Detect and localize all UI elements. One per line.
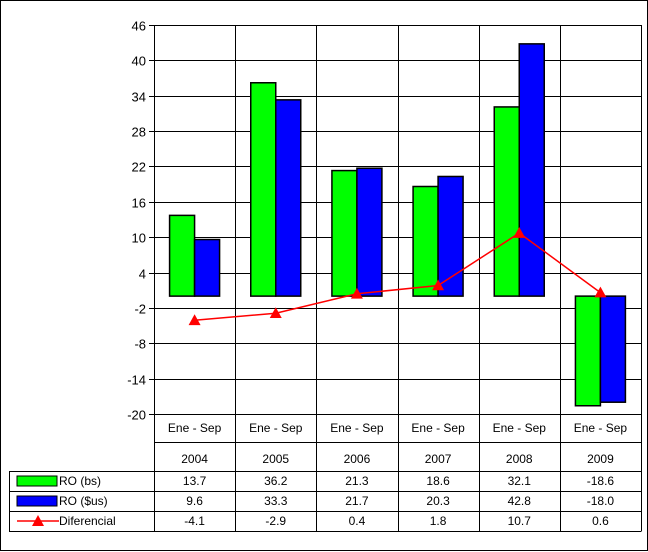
legend-label: RO ($us) [59, 494, 108, 508]
data-label: 21.7 [345, 494, 369, 508]
y-tick-label: -14 [127, 373, 146, 388]
category-year: 2008 [506, 452, 533, 466]
data-label: 21.3 [345, 474, 369, 488]
y-tick-label: 10 [132, 231, 146, 246]
diferencial-point [188, 314, 201, 326]
diferencial-point [350, 287, 363, 299]
y-tick-label: 16 [132, 196, 146, 211]
diferencial-polyline [194, 232, 601, 322]
category-year: 2006 [344, 452, 371, 466]
bar-ro-us- [275, 99, 302, 297]
data-label: -4.1 [184, 514, 205, 528]
data-table: Ene - Sep 2004 Ene - Sep 2005 Ene - Sep 2006 E… [9, 414, 642, 532]
bar-ro-bs- [331, 169, 358, 297]
legend-key-ro-bs- [16, 475, 58, 487]
diferencial-point [432, 279, 445, 291]
category-year: 2004 [181, 452, 208, 466]
category-label: Ene - Sep [411, 421, 465, 435]
data-label: 10.7 [508, 514, 532, 528]
y-tick-label: -2 [134, 302, 146, 317]
data-label: 42.8 [508, 494, 532, 508]
data-label: 9.6 [186, 494, 203, 508]
bar-ro-us- [356, 167, 383, 297]
category-year: 2005 [262, 452, 289, 466]
y-tick-label: 40 [132, 54, 146, 69]
bar-ro-us- [437, 175, 464, 297]
data-label: 32.1 [508, 474, 532, 488]
data-label: -18.6 [587, 474, 615, 488]
data-label: 0.4 [349, 514, 366, 528]
diferencial-point [594, 286, 607, 298]
diferencial-point [269, 307, 282, 319]
data-label: 18.6 [426, 474, 450, 488]
gridlines [154, 25, 642, 415]
axes: 46 40 34 28 22 16 10 4 -2 -8 -14 -20 [127, 19, 642, 423]
bar-ro-bs- [574, 295, 602, 407]
y-tick-label: 28 [132, 125, 146, 140]
y-tick-label: 22 [132, 160, 146, 175]
y-tick-label: 4 [139, 267, 146, 282]
diferencial-point [513, 227, 526, 238]
category-label: Ene - Sep [249, 421, 303, 435]
data-label: 1.8 [430, 514, 447, 528]
y-tick-label: -20 [127, 408, 146, 423]
legend-key-ro-us- [16, 495, 58, 507]
data-label: 33.3 [264, 494, 288, 508]
data-label: -18.0 [587, 494, 615, 508]
data-label: 36.2 [264, 474, 288, 488]
bar-ro-bs- [493, 106, 520, 297]
legend-label: Diferencial [59, 514, 116, 528]
bar-ro-us- [518, 43, 545, 297]
y-tick-label: 46 [132, 19, 146, 34]
bar-ro-bs- [412, 185, 439, 297]
legend-label: RO (bs) [59, 474, 101, 488]
bar-ro-us- [193, 238, 221, 297]
bar-ro-bs- [168, 214, 196, 297]
category-label: Ene - Sep [168, 421, 222, 435]
bars [168, 43, 627, 407]
data-label: 13.7 [183, 474, 207, 488]
category-label: Ene - Sep [574, 421, 628, 435]
bar-ro-us- [599, 295, 627, 403]
y-tick-label: 34 [132, 90, 146, 105]
data-label: 20.3 [426, 494, 450, 508]
bar-ro-bs- [250, 82, 277, 297]
y-tick-label: -8 [134, 337, 146, 352]
category-label: Ene - Sep [493, 421, 547, 435]
diferencial-line [188, 227, 607, 326]
data-label: 0.6 [592, 514, 609, 528]
legend-key-marker [32, 515, 44, 526]
data-label: -2.9 [265, 514, 286, 528]
category-label: Ene - Sep [330, 421, 384, 435]
category-year: 2009 [587, 452, 614, 466]
category-year: 2007 [425, 452, 452, 466]
